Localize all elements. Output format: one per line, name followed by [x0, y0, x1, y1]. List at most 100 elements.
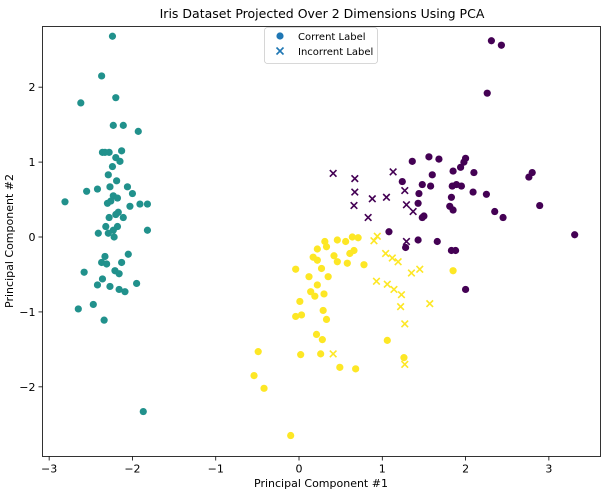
point-correct — [448, 182, 456, 190]
point-correct — [318, 336, 326, 344]
point-incorrect — [350, 174, 359, 183]
point-incorrect — [350, 201, 358, 210]
point-correct — [128, 189, 137, 198]
x-tick-label: 1 — [379, 463, 386, 476]
point-correct — [461, 285, 470, 294]
point-correct — [313, 281, 321, 289]
point-incorrect — [400, 360, 409, 369]
point-incorrect — [383, 280, 392, 289]
point-correct — [536, 201, 544, 210]
x-tick-label: −1 — [208, 463, 224, 476]
point-correct — [414, 199, 422, 207]
point-correct — [346, 249, 354, 258]
point-correct — [116, 157, 124, 165]
y-axis-label: Principal Component #2 — [3, 174, 16, 308]
point-incorrect — [402, 200, 411, 209]
point-correct — [352, 365, 360, 373]
point-correct — [119, 213, 127, 222]
point-correct — [297, 351, 305, 359]
point-correct — [499, 213, 507, 222]
point-incorrect — [425, 299, 434, 308]
point-correct — [126, 202, 134, 210]
point-correct — [319, 306, 327, 315]
point-correct — [83, 187, 91, 195]
point-correct — [292, 312, 300, 321]
point-correct — [482, 190, 491, 198]
point-correct — [435, 155, 443, 163]
point-correct — [121, 288, 129, 296]
point-correct — [427, 182, 435, 190]
y-tick-label: −2 — [19, 381, 35, 394]
point-correct — [74, 305, 82, 313]
point-correct — [313, 256, 321, 264]
point-correct — [483, 89, 491, 97]
point-correct — [415, 189, 423, 198]
point-incorrect — [396, 302, 405, 311]
point-incorrect — [388, 254, 397, 262]
point-correct — [254, 348, 262, 356]
point-correct — [469, 188, 477, 196]
point-correct — [105, 148, 113, 156]
point-correct — [260, 384, 268, 392]
point-correct — [354, 234, 362, 242]
point-correct — [102, 222, 110, 231]
point-correct — [104, 229, 112, 237]
point-correct — [143, 226, 152, 234]
point-correct — [305, 273, 313, 281]
point-correct — [94, 229, 102, 237]
x-tick-label: −2 — [124, 463, 140, 476]
point-correct — [418, 213, 426, 222]
x-axis-label: Principal Component #1 — [254, 477, 388, 490]
point-correct — [136, 200, 144, 208]
point-correct — [342, 237, 350, 246]
point-correct — [143, 200, 152, 208]
y-tick-label: 2 — [29, 81, 36, 94]
point-correct — [118, 258, 126, 267]
point-correct — [400, 354, 408, 362]
point-correct — [428, 171, 436, 179]
point-correct — [103, 260, 111, 268]
point-incorrect — [370, 236, 378, 245]
point-incorrect — [372, 277, 381, 286]
point-correct — [139, 407, 147, 416]
point-correct — [317, 350, 325, 358]
point-correct — [296, 297, 304, 306]
point-correct — [322, 243, 331, 251]
point-incorrect — [407, 269, 416, 277]
point-correct — [451, 246, 460, 255]
point-correct — [106, 183, 114, 191]
point-correct — [106, 282, 114, 291]
legend-label-correct: Corrent Label — [298, 32, 366, 43]
point-correct — [311, 292, 319, 300]
point-correct — [460, 158, 468, 166]
x-tick-label: 3 — [545, 463, 552, 476]
point-incorrect — [368, 194, 377, 203]
point-correct — [456, 163, 465, 171]
data-points — [61, 32, 579, 440]
point-incorrect — [400, 320, 409, 328]
point-correct — [123, 183, 132, 191]
point-correct — [398, 177, 406, 186]
point-incorrect — [373, 232, 382, 241]
point-correct — [418, 180, 426, 189]
point-correct — [100, 316, 108, 324]
y-tick-label: −1 — [19, 306, 35, 319]
point-correct — [297, 311, 306, 319]
point-correct — [80, 268, 88, 276]
point-correct — [287, 431, 295, 440]
legend: Corrent Label Incorrent Label — [264, 27, 378, 64]
point-correct — [292, 265, 300, 273]
point-correct — [491, 207, 499, 216]
legend-label-incorrect: Incorrent Label — [298, 47, 373, 58]
plot-frame — [42, 26, 601, 457]
point-correct — [124, 250, 132, 258]
point-correct — [317, 264, 326, 273]
point-correct — [336, 363, 344, 371]
point-incorrect — [382, 193, 391, 202]
point-incorrect — [329, 350, 338, 358]
y-tick-label: 1 — [29, 156, 36, 169]
axis-ticks: −3 −2 −1 0 1 2 3 −2 −1 0 1 2 — [19, 81, 552, 475]
point-incorrect — [381, 249, 390, 258]
point-correct — [457, 182, 466, 190]
